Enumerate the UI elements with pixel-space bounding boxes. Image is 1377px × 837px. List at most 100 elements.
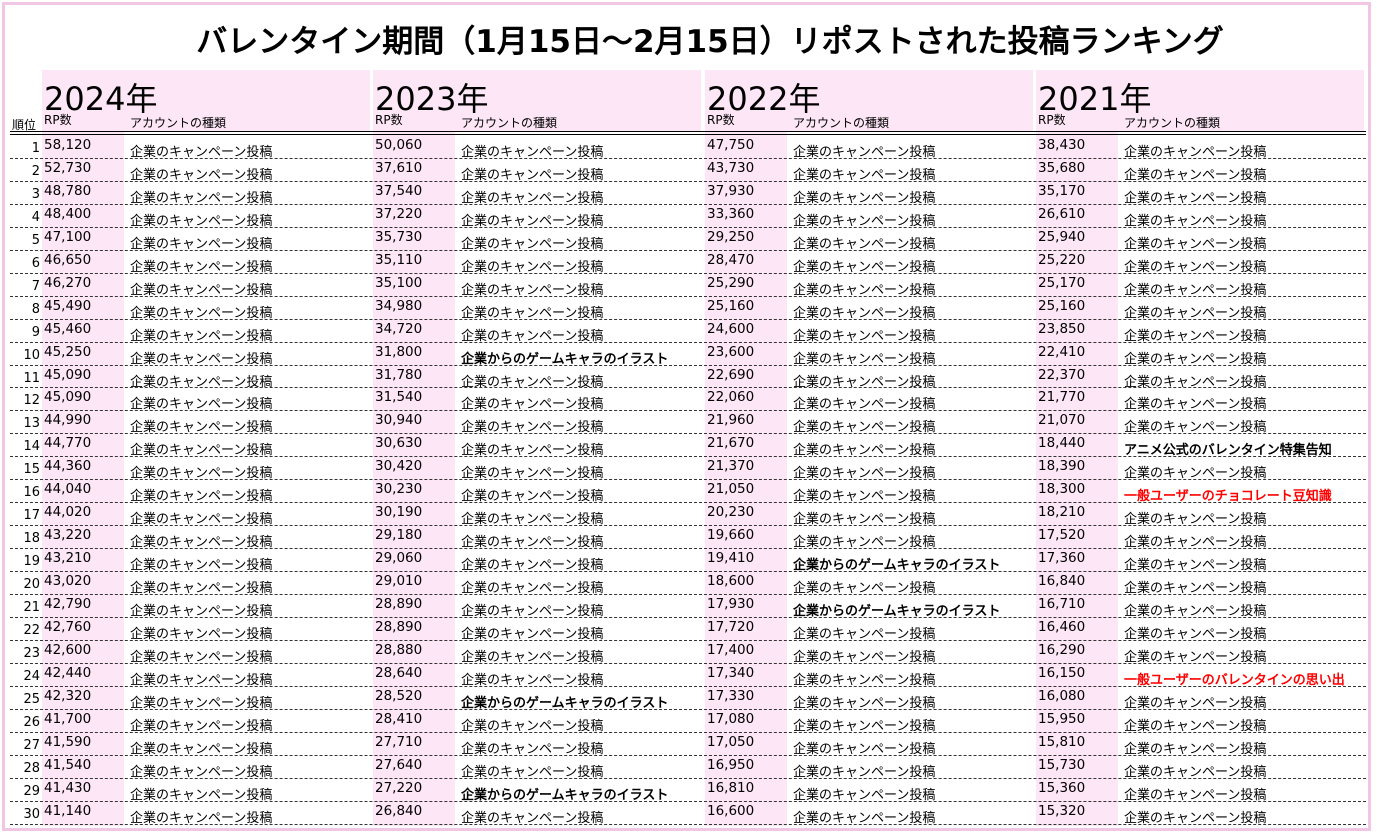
account-type: 企業のキャンペーン投稿 [461,535,604,551]
rp-value: 29,180 [375,527,423,544]
rp-value: 37,610 [375,159,423,176]
account-type: 企業のキャンペーン投稿 [793,764,936,780]
rp-value: 48,780 [44,182,92,199]
account-type: 企業のキャンペーン投稿 [130,305,273,321]
account-type: 企業のキャンペーン投稿 [1124,145,1267,160]
account-type: 企業からのゲームキャラのイラスト [461,787,669,803]
rp-value: 45,490 [44,297,92,314]
page-title: バレンタイン期間（1月15日〜2月15日）リポストされた投稿ランキング [196,24,1224,60]
rp-value: 46,650 [44,251,92,268]
rp-value: 18,440 [1038,435,1086,452]
rp-value: 25,160 [707,297,755,314]
rank-number: 17 [23,508,40,524]
account-type: 企業のキャンペーン投稿 [130,259,273,275]
account-type: アニメ公式のバレンタイン特集告知 [1124,443,1332,459]
account-type: 企業のキャンペーン投稿 [793,810,936,826]
rp-value: 23,600 [707,343,755,360]
year-header-band [42,70,370,132]
rp-header: RP数 [44,113,72,127]
account-type: 企業のキャンペーン投稿 [461,718,604,734]
rank-number: 26 [23,714,40,730]
account-type: 企業のキャンペーン投稿 [793,718,936,734]
rp-value: 22,060 [707,389,755,406]
rank-number: 19 [23,554,40,570]
account-type: 企業のキャンペーン投稿 [1124,649,1267,665]
type-header: アカウントの種類 [130,116,227,130]
rp-value: 47,750 [707,137,755,153]
row-separator [10,226,1366,228]
rp-value: 41,430 [44,779,92,796]
rp-value: 19,660 [707,527,755,544]
rp-value: 30,190 [375,504,423,521]
rp-value: 42,440 [44,664,92,681]
rank-header: 順位 [12,118,37,132]
rp-value: 35,170 [1038,182,1086,199]
rp-header: RP数 [375,113,403,127]
account-type: 企業のキャンペーン投稿 [793,649,936,665]
rp-value: 24,600 [707,320,755,337]
account-type: 企業のキャンペーン投稿 [461,167,604,183]
account-type: 企業のキャンペーン投稿 [461,145,604,160]
rp-header: RP数 [1038,113,1066,127]
account-type: 企業のキャンペーン投稿 [1124,695,1267,711]
rp-value: 27,220 [375,779,423,796]
rp-value: 17,080 [707,710,755,727]
account-type: 企業のキャンペーン投稿 [793,259,936,275]
rp-value: 27,640 [375,756,423,773]
account-type: 企業のキャンペーン投稿 [461,190,604,206]
account-type: 企業のキャンペーン投稿 [130,145,273,160]
rp-column-band [42,132,124,826]
rp-value: 29,250 [707,228,755,245]
account-type: 企業のキャンペーン投稿 [130,535,273,551]
rp-value: 44,990 [44,412,92,429]
rank-number: 6 [31,255,40,271]
rp-value: 33,360 [707,205,755,222]
account-type: 企業のキャンペーン投稿 [793,512,936,528]
account-type: 企業のキャンペーン投稿 [1124,420,1267,436]
account-type: 企業のキャンペーン投稿 [461,672,604,688]
year-label: 2021年 [1038,80,1152,118]
row-separator [10,548,1366,550]
account-type: 企業のキャンペーン投稿 [461,236,604,252]
account-type: 企業のキャンペーン投稿 [1124,259,1267,275]
rank-number: 7 [31,278,40,294]
header-divider [10,131,1366,132]
rp-value: 45,090 [44,366,92,383]
rp-value: 28,890 [375,596,423,612]
account-type: 企業のキャンペーン投稿 [793,145,936,160]
rp-value: 44,770 [44,435,92,452]
rp-value: 42,790 [44,596,92,612]
row-separator [10,203,1366,205]
rp-value: 41,140 [44,802,92,819]
account-type: 企業のキャンペーン投稿 [461,328,604,344]
rank-number: 12 [23,393,40,409]
account-type: 企業のキャンペーン投稿 [793,787,936,803]
rp-value: 52,730 [44,159,92,176]
account-type: 企業のキャンペーン投稿 [130,672,273,688]
rank-number: 29 [23,783,40,799]
rp-value: 28,640 [375,664,423,681]
rp-value: 16,460 [1038,618,1086,635]
rp-value: 37,930 [707,182,755,199]
header-divider [10,134,1366,135]
account-type: 企業のキャンペーン投稿 [1124,305,1267,321]
account-type: 企業のキャンペーン投稿 [130,764,273,780]
account-type: 企業のキャンペーン投稿 [130,512,273,528]
rp-value: 15,810 [1038,733,1086,750]
row-separator [10,754,1366,756]
rp-value: 35,100 [375,274,423,291]
rp-value: 17,050 [707,733,755,750]
rp-value: 35,110 [375,251,423,268]
rp-value: 21,770 [1038,389,1086,406]
account-type: 企業のキャンペーン投稿 [461,466,604,482]
account-type: 企業のキャンペーン投稿 [793,466,936,482]
account-type: 企業のキャンペーン投稿 [130,626,273,642]
rp-value: 41,590 [44,733,92,750]
account-type: 一般ユーザーのチョコレート豆知識 [1124,489,1332,505]
row-separator [10,662,1366,664]
rp-header: RP数 [707,113,735,127]
row-separator [10,157,1366,159]
rp-value: 43,210 [44,550,92,567]
row-separator [10,364,1366,366]
account-type: 企業のキャンペーン投稿 [793,351,936,367]
